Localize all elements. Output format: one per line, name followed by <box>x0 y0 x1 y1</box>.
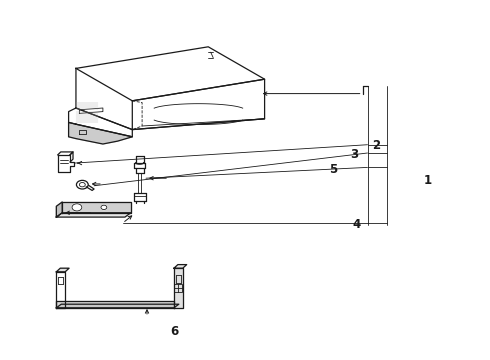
Polygon shape <box>174 268 183 308</box>
Text: 6: 6 <box>170 325 178 338</box>
Polygon shape <box>56 213 131 217</box>
Text: 2: 2 <box>372 139 381 152</box>
Polygon shape <box>56 304 179 308</box>
Polygon shape <box>56 202 62 217</box>
Text: 4: 4 <box>353 219 361 231</box>
Circle shape <box>72 204 82 211</box>
Text: 5: 5 <box>329 163 338 176</box>
Circle shape <box>101 205 107 210</box>
Polygon shape <box>69 122 132 144</box>
Bar <box>174 284 182 292</box>
Polygon shape <box>174 265 187 268</box>
Polygon shape <box>62 202 131 213</box>
Polygon shape <box>56 301 174 308</box>
Text: 1: 1 <box>424 174 432 186</box>
Text: 3: 3 <box>350 148 359 161</box>
Polygon shape <box>56 268 69 272</box>
